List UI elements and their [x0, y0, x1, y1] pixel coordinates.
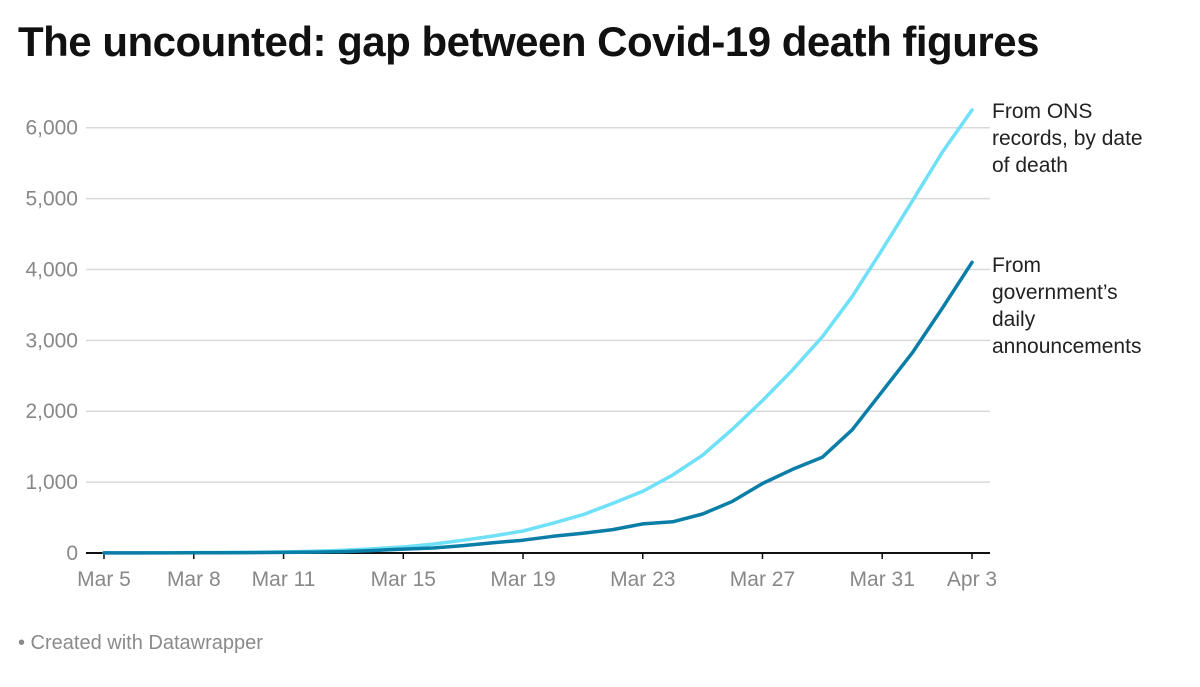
x-tick-label: Apr 3	[947, 568, 997, 591]
x-tick-label: Mar 23	[610, 568, 675, 591]
x-tick-label: Mar 8	[167, 568, 221, 591]
series-label-government: From government’s daily announcements	[992, 254, 1141, 358]
series-labels: From ONS records, by date of death From gove…	[992, 100, 1143, 358]
series-lines	[102, 108, 974, 555]
y-tick-labels: 0 1,000 2,000 3,000 4,000 5,000 6,000	[25, 117, 78, 565]
series-label-ons: From ONS records, by date of death	[992, 100, 1143, 177]
x-tick-label: Mar 15	[371, 568, 436, 591]
gridlines	[86, 126, 990, 483]
x-tick-label: Mar 19	[490, 568, 555, 591]
x-tick-label: Mar 31	[850, 568, 915, 591]
series-line-ons	[102, 108, 974, 555]
x-tick-label: Mar 11	[252, 568, 316, 591]
y-tick-label: 0	[66, 542, 78, 565]
y-tick-label: 6,000	[25, 117, 78, 140]
x-tick-labels: Mar 5 Mar 8 Mar 11 Mar 15 Mar 19 Mar 23 Mar 27…	[77, 568, 997, 591]
y-tick-label: 4,000	[25, 258, 78, 281]
chart-title: The uncounted: gap between Covid-19 deat…	[18, 18, 1039, 65]
series-line-government	[102, 260, 974, 555]
y-tick-label: 2,000	[25, 400, 78, 423]
y-tick-label: 1,000	[25, 471, 78, 494]
x-tick-label: Mar 27	[730, 568, 795, 591]
y-tick-label: 3,000	[25, 329, 78, 352]
y-tick-label: 5,000	[25, 188, 78, 211]
footer-credit: • Created with Datawrapper	[18, 632, 263, 654]
x-tick-label: Mar 5	[77, 568, 131, 591]
